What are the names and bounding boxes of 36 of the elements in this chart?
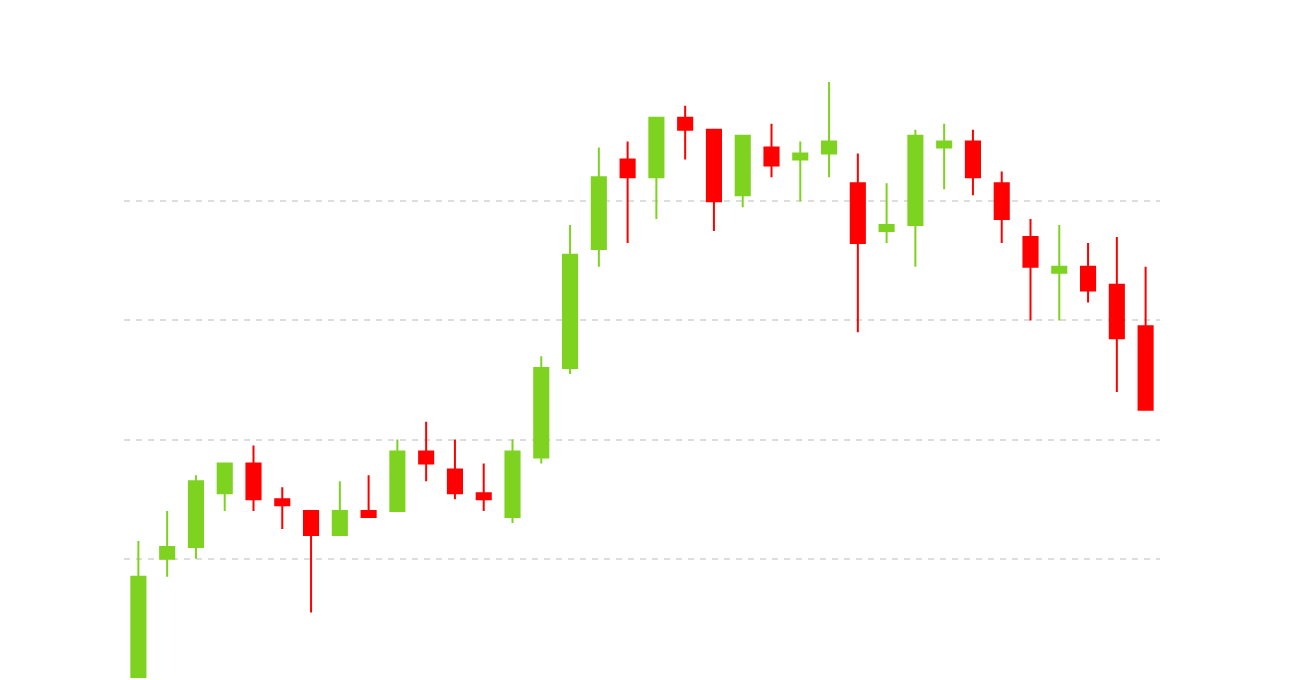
- candlestick: [274, 486, 291, 530]
- candlestick: [590, 146, 607, 268]
- candlestick: [187, 474, 204, 560]
- candlestick: [130, 539, 147, 678]
- candlestick: [964, 128, 981, 197]
- candlestick: [705, 128, 722, 232]
- candlestick: [418, 420, 435, 483]
- candlestick: [993, 170, 1010, 244]
- candlestick: [763, 122, 780, 179]
- candlestick: [245, 444, 262, 513]
- candlestick: [648, 116, 665, 221]
- candlestick: [792, 140, 809, 203]
- candlestick: [821, 82, 838, 179]
- candlestick: [159, 510, 176, 578]
- candlestick: [936, 122, 953, 191]
- candlestick: [562, 224, 579, 376]
- candlestick: [389, 438, 406, 513]
- candlestick: [1137, 265, 1154, 411]
- candlestick: [1022, 218, 1039, 322]
- candlestick: [734, 134, 751, 209]
- candlestick: [504, 438, 521, 525]
- candlestick: [1108, 235, 1125, 393]
- candlestick: [216, 462, 233, 513]
- candlestick: [533, 355, 550, 465]
- candlestick: [446, 438, 463, 501]
- candlestick: [677, 104, 694, 161]
- candlestick: [303, 510, 320, 614]
- candlestick: [907, 128, 924, 268]
- candlestick: [360, 474, 377, 519]
- candlestick: [619, 140, 636, 244]
- candlestick: [1080, 241, 1097, 304]
- candlestick: [475, 462, 492, 513]
- candlestick: [878, 182, 895, 244]
- candlestick: [331, 480, 348, 536]
- candlestick: [849, 152, 866, 334]
- candlestick: [1051, 224, 1068, 322]
